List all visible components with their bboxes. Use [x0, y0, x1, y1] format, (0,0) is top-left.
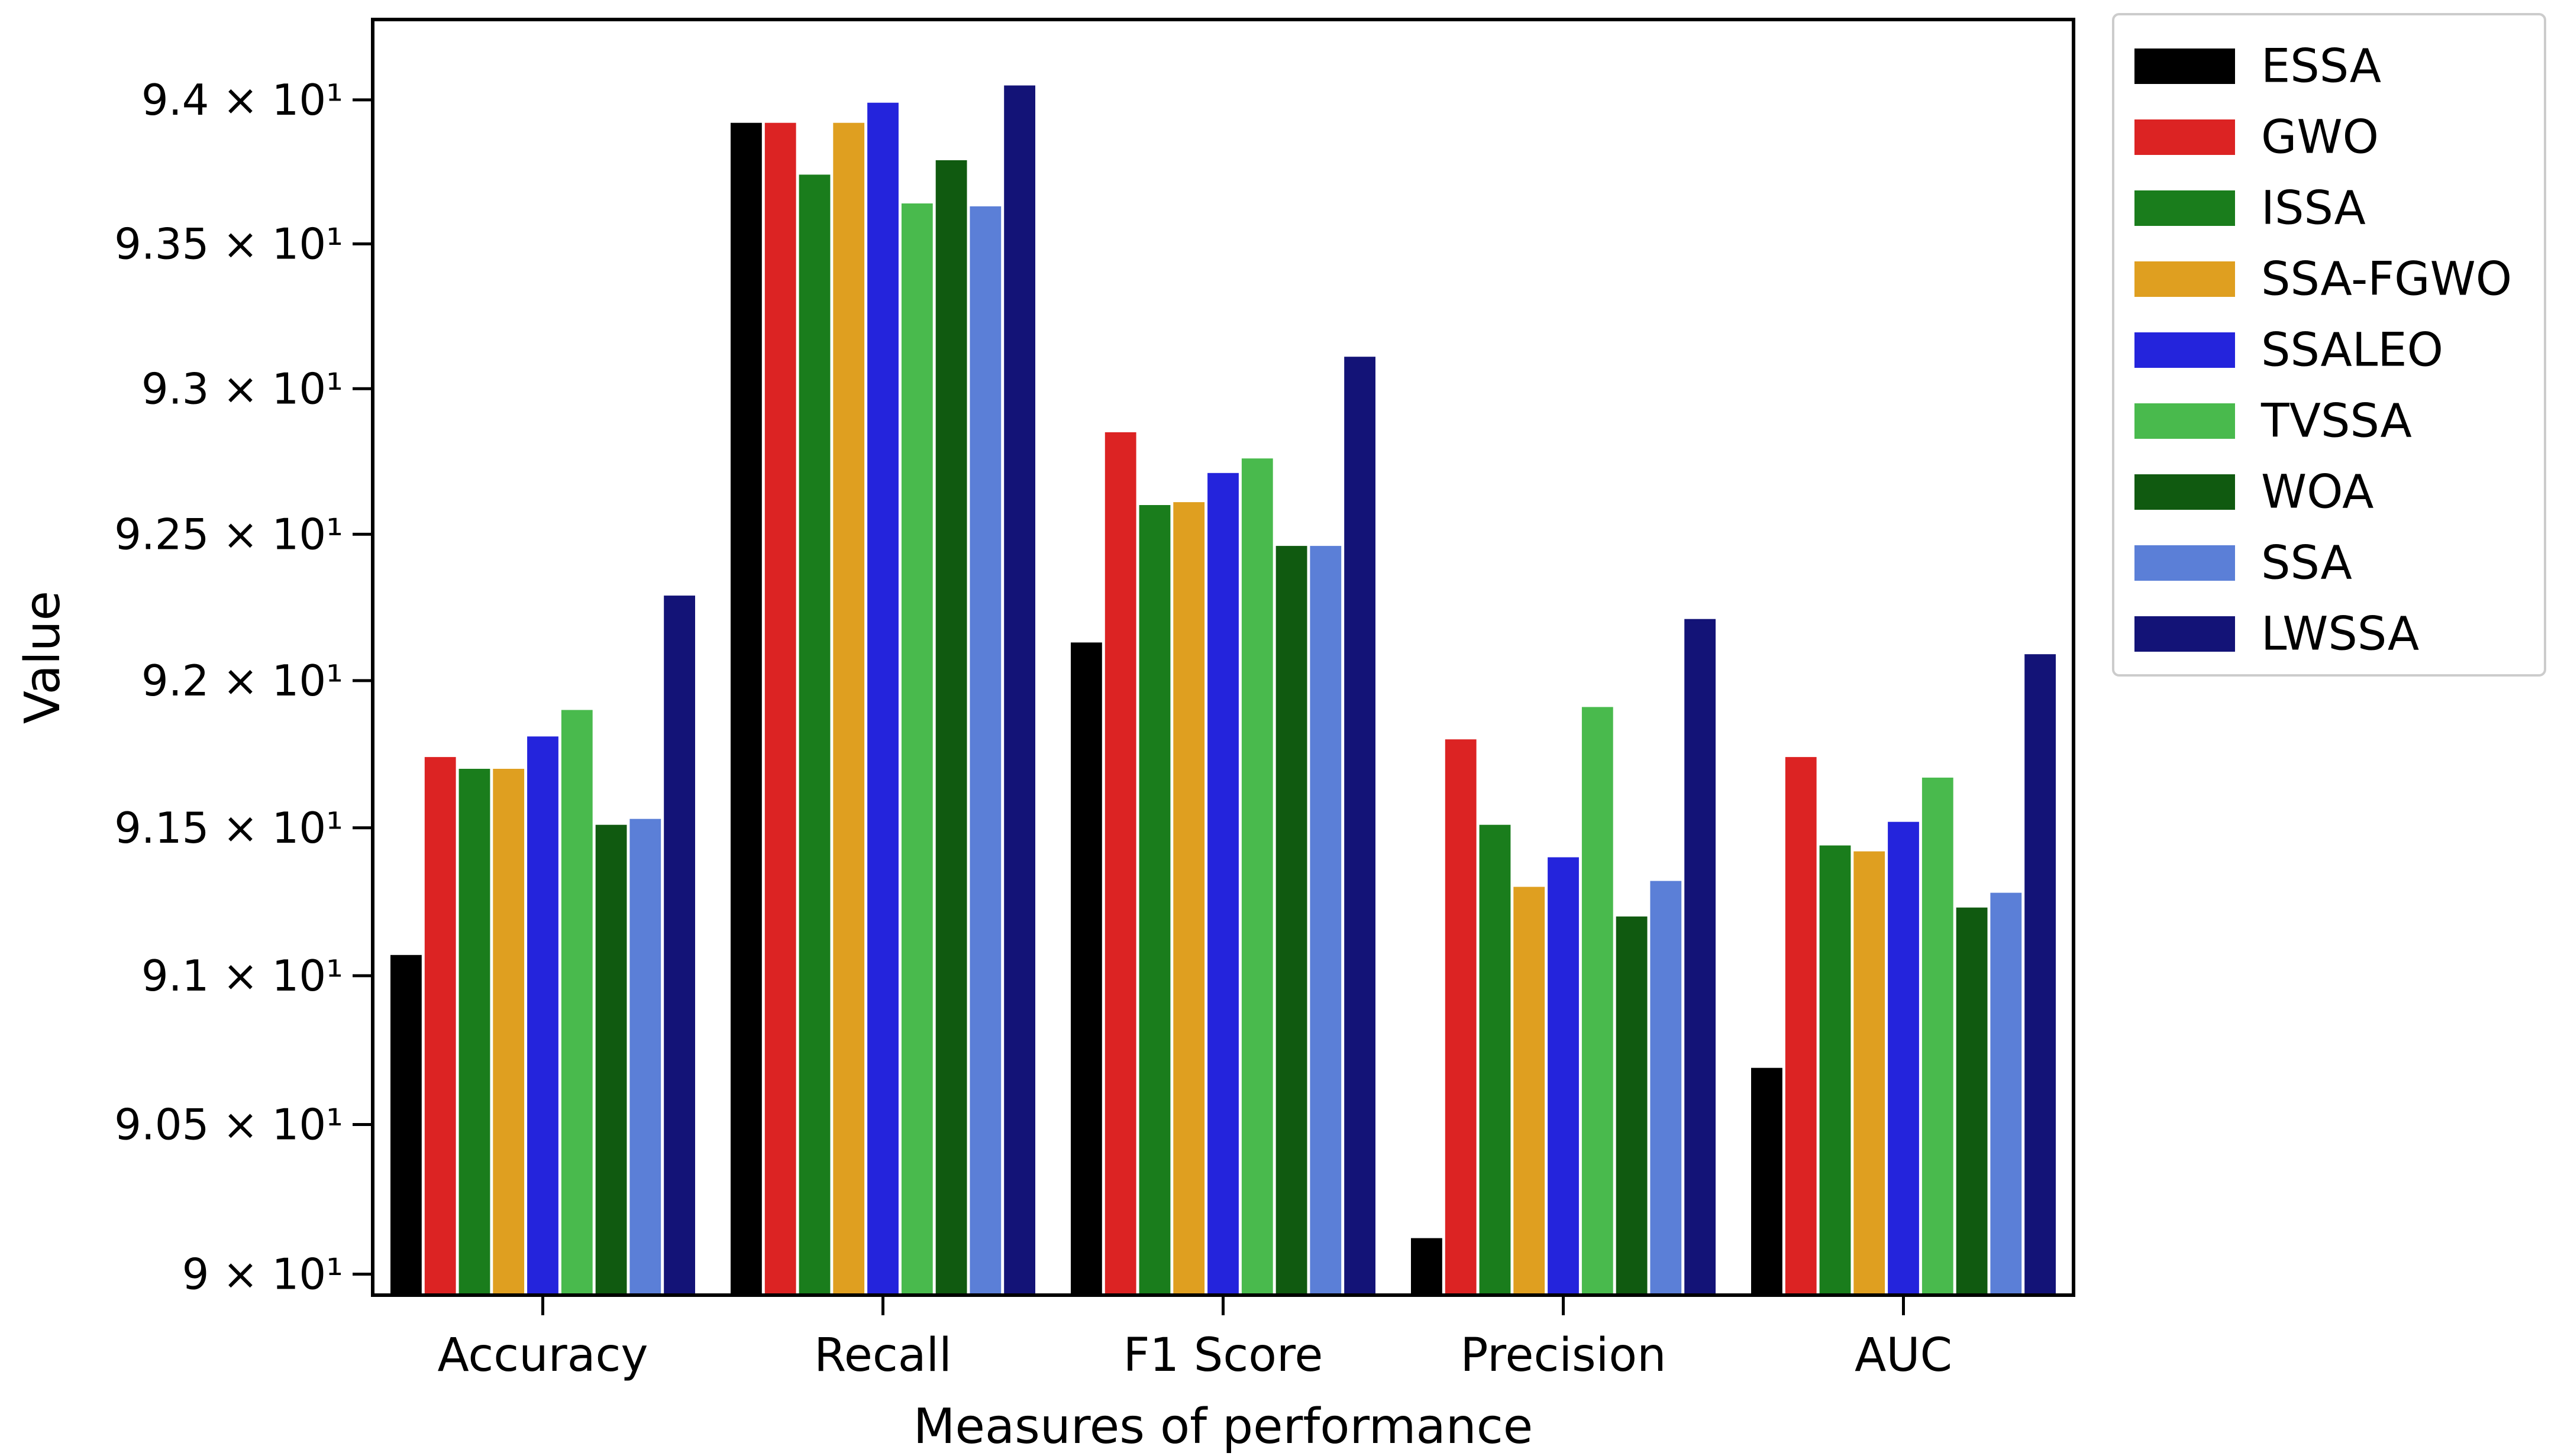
bar-issa-recall: [799, 174, 831, 1295]
legend-label: SSA: [2261, 537, 2352, 590]
bar-tvssa-recall: [901, 203, 933, 1295]
bar-lwssa-accuracy: [664, 596, 695, 1295]
legend-item: ESSA: [2134, 40, 2381, 93]
legend-label: TVSSA: [2260, 395, 2412, 448]
bar-essa-accuracy: [390, 955, 422, 1295]
bar-issa-f1-score: [1139, 505, 1171, 1295]
bar-ssa-f1-score: [1310, 546, 1342, 1295]
bar-ssa-accuracy: [629, 818, 661, 1295]
bar-ssa-precision: [1650, 881, 1682, 1295]
bar-tvssa-accuracy: [561, 710, 593, 1295]
bar-ssa-auc: [1990, 892, 2022, 1295]
legend-swatch: [2134, 616, 2235, 652]
x-tick-label: Accuracy: [437, 1329, 648, 1382]
bar-essa-f1-score: [1071, 642, 1102, 1295]
legend-label: ESSA: [2261, 40, 2381, 93]
bar-ssa-fgwo-f1-score: [1173, 502, 1205, 1295]
bar-woa-auc: [1956, 907, 1988, 1295]
bar-tvssa-f1-score: [1241, 458, 1273, 1296]
y-tick-label: 9.1 × 10¹: [141, 951, 343, 1001]
bar-essa-recall: [731, 122, 762, 1296]
legend-label: GWO: [2261, 111, 2379, 164]
legend-swatch: [2134, 48, 2235, 84]
x-tick-label: Recall: [814, 1329, 952, 1382]
legend-swatch: [2134, 545, 2235, 581]
bar-ssa-fgwo-auc: [1853, 851, 1885, 1295]
bar-issa-precision: [1479, 824, 1511, 1295]
bar-woa-accuracy: [595, 824, 627, 1295]
legend-label: SSA-FGWO: [2261, 253, 2512, 306]
y-axis-label: Value: [15, 591, 71, 724]
legend-label: ISSA: [2261, 182, 2366, 235]
legend-swatch: [2134, 119, 2235, 155]
bar-gwo-precision: [1445, 739, 1477, 1295]
y-tick-label: 9.2 × 10¹: [141, 656, 343, 706]
bar-gwo-accuracy: [424, 757, 456, 1295]
x-axis-label: Measures of performance: [913, 1399, 1533, 1455]
bar-ssa-fgwo-accuracy: [493, 769, 525, 1295]
y-tick-label: 9.4 × 10¹: [141, 75, 343, 125]
bar-tvssa-precision: [1581, 707, 1613, 1295]
legend-item: GWO: [2134, 111, 2379, 164]
legend-label: SSALEO: [2261, 324, 2443, 377]
bar-gwo-recall: [764, 122, 796, 1296]
y-tick-label: 9.3 × 10¹: [141, 364, 343, 413]
bar-ssaleo-f1-score: [1207, 473, 1239, 1295]
bar-essa-precision: [1411, 1238, 1442, 1295]
bar-gwo-auc: [1785, 757, 1817, 1295]
y-tick-label: 9 × 10¹: [182, 1250, 343, 1299]
bar-lwssa-precision: [1684, 619, 1716, 1295]
legend-item: SSA-FGWO: [2134, 253, 2512, 306]
legend-label: LWSSA: [2261, 608, 2419, 661]
bar-ssaleo-recall: [867, 102, 899, 1296]
bar-issa-auc: [1819, 845, 1851, 1295]
legend-swatch: [2134, 474, 2235, 510]
bar-ssaleo-auc: [1888, 821, 1919, 1295]
y-tick-label: 9.25 × 10¹: [114, 510, 343, 559]
legend-item: ISSA: [2134, 182, 2366, 235]
bar-ssa-fgwo-precision: [1513, 886, 1545, 1295]
bar-issa-accuracy: [458, 769, 490, 1295]
legend-label: WOA: [2261, 466, 2374, 519]
bar-woa-precision: [1616, 916, 1648, 1295]
bar-essa-auc: [1751, 1067, 1782, 1295]
bar-ssa-fgwo-recall: [833, 122, 865, 1296]
legend-swatch: [2134, 332, 2235, 368]
bar-ssaleo-accuracy: [527, 736, 558, 1295]
bar-gwo-f1-score: [1105, 432, 1136, 1295]
bar-woa-f1-score: [1275, 546, 1307, 1295]
legend-item: SSALEO: [2134, 324, 2443, 377]
bar-ssaleo-precision: [1548, 857, 1579, 1295]
legend-item: WOA: [2134, 466, 2374, 519]
y-tick-label: 9.35 × 10¹: [114, 219, 343, 269]
bar-lwssa-recall: [1004, 85, 1035, 1295]
bar-tvssa-auc: [1921, 777, 1953, 1295]
legend-swatch: [2134, 261, 2235, 297]
legend-swatch: [2134, 190, 2235, 226]
bar-lwssa-auc: [2024, 654, 2056, 1295]
bar-woa-recall: [935, 160, 967, 1295]
bar-ssa-recall: [970, 206, 1002, 1295]
legend-box: [2112, 13, 2546, 677]
bar-lwssa-f1-score: [1344, 357, 1375, 1296]
x-tick-label: F1 Score: [1123, 1329, 1323, 1382]
x-tick-label: AUC: [1855, 1329, 1952, 1382]
legend-swatch: [2134, 403, 2235, 439]
legend-item: SSA: [2134, 537, 2352, 590]
x-tick-label: Precision: [1460, 1329, 1666, 1382]
legend-item: TVSSA: [2134, 395, 2412, 448]
y-tick-label: 9.15 × 10¹: [114, 803, 343, 853]
legend-item: LWSSA: [2134, 608, 2419, 661]
y-tick-label: 9.05 × 10¹: [114, 1100, 343, 1150]
